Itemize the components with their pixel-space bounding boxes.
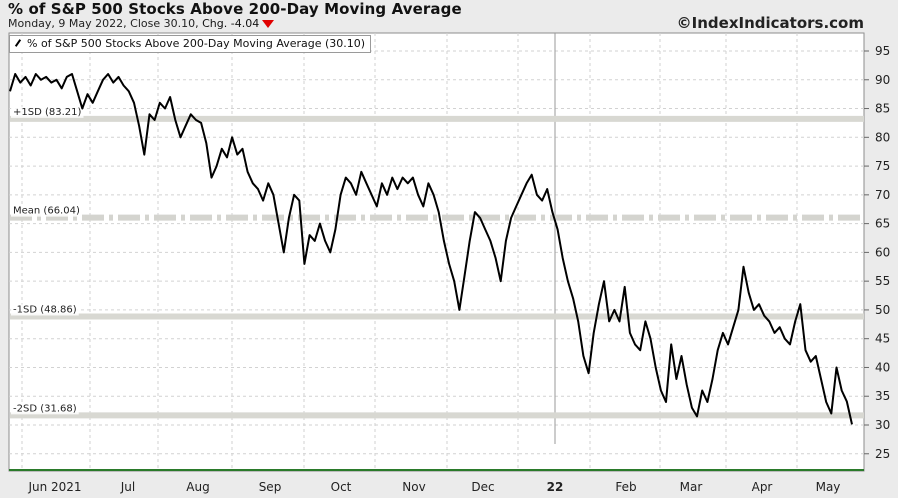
y-tick-label: 85 [875, 102, 890, 116]
x-tick-label: May [816, 480, 841, 494]
y-tick-label: 75 [875, 159, 890, 173]
x-tick-label: Nov [402, 480, 425, 494]
y-tick-label: 65 [875, 217, 890, 231]
x-tick-label: Sep [259, 480, 282, 494]
reference-line-label: +1SD (83.21) [13, 107, 81, 118]
y-tick-label: 40 [875, 360, 890, 374]
x-tick-label: Jul [120, 480, 135, 494]
series-line [9, 73, 853, 425]
reference-line-label: -2SD (31.68) [13, 403, 77, 414]
y-tick-label: 70 [875, 188, 890, 202]
reference-label-background [11, 106, 84, 118]
change-down-arrow-icon [262, 20, 275, 28]
y-tick-label: 35 [875, 389, 890, 403]
y-tick-label: 25 [875, 447, 890, 461]
x-tick-label: Aug [186, 480, 209, 494]
x-tick-label: Dec [471, 480, 494, 494]
y-axis: 95 90 85 80 75 70 65 60 55 50 45 40 35 30 25 [864, 44, 890, 461]
y-tick-label: 45 [875, 332, 890, 346]
reference-label-background [11, 403, 79, 415]
chart-subtitle: Monday, 9 May 2022, Close 30.10, Chg. -4… [8, 17, 275, 30]
y-tick-label: 60 [875, 245, 890, 259]
reference-line-label: Mean (66.04) [13, 206, 80, 217]
series-layer [9, 73, 853, 425]
copyright-text: ©IndexIndicators.com [676, 14, 864, 32]
x-tick-label: Feb [615, 480, 636, 494]
line-series-icon [14, 39, 22, 47]
reference-label-background [11, 304, 79, 316]
x-tick-label: Mar [680, 480, 703, 494]
y-tick-label: 80 [875, 130, 890, 144]
reference-label-background [11, 205, 82, 217]
x-tick-label: 22 [547, 480, 564, 494]
y-tick-label: 90 [875, 73, 890, 87]
y-tick-label: 95 [875, 44, 890, 58]
y-tick-label: 50 [875, 303, 890, 317]
x-tick-label: Jun 2021 [27, 480, 81, 494]
x-tick-label: Oct [331, 480, 352, 494]
subtitle-close: Close 30.10, [130, 17, 199, 30]
legend: % of S&P 500 Stocks Above 200-Day Moving… [9, 35, 372, 53]
y-tick-label: 30 [875, 418, 890, 432]
subtitle-change: Chg. -4.04 [202, 17, 260, 30]
y-tick-label: 55 [875, 274, 890, 288]
legend-label: % of S&P 500 Stocks Above 200-Day Moving… [27, 37, 366, 50]
chart-title: % of S&P 500 Stocks Above 200-Day Moving… [8, 0, 462, 18]
subtitle-date: Monday, 9 May 2022, [8, 17, 127, 30]
x-axis: Jun 2021 Jul Aug Sep Oct Nov Dec 22 Feb Mar Apr May [27, 480, 840, 494]
grid-layer [9, 33, 864, 471]
x-tick-label: Apr [752, 480, 773, 494]
reference-line-label: -1SD (48.86) [13, 304, 77, 315]
